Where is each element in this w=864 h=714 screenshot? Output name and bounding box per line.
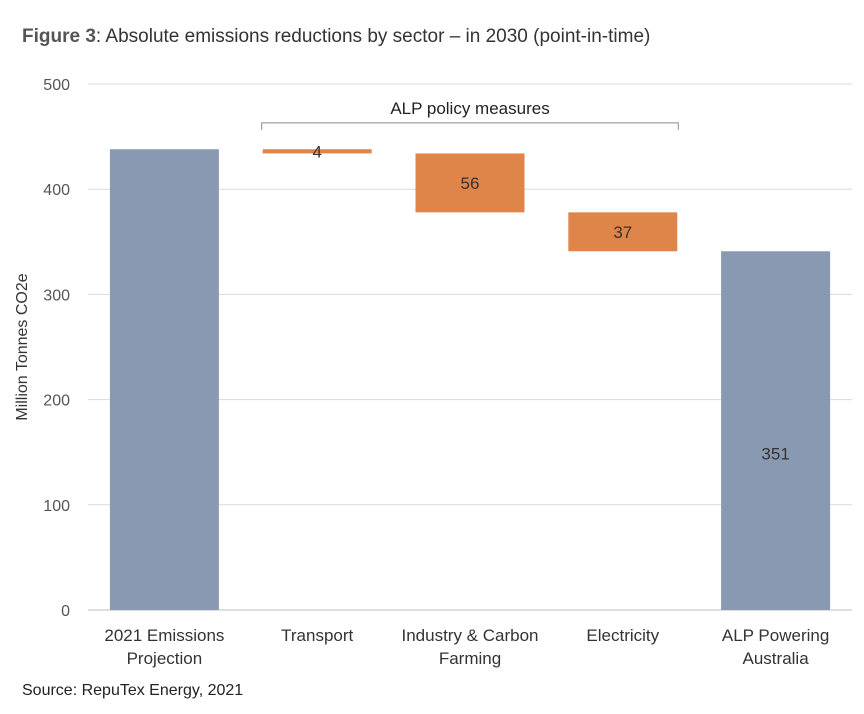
y-tick-label: 300 bbox=[43, 287, 70, 304]
x-tick-label: Transport bbox=[281, 626, 353, 645]
x-tick-label: Projection bbox=[127, 649, 203, 668]
data-label: 37 bbox=[613, 223, 632, 242]
data-label: 4 bbox=[312, 142, 321, 161]
data-label: 351 bbox=[761, 444, 789, 463]
source-note: Source: RepuTex Energy, 2021 bbox=[22, 682, 244, 699]
figure-label: Figure 3 bbox=[22, 26, 96, 47]
bar-total bbox=[721, 251, 831, 610]
bracket-label: ALP policy measures bbox=[390, 99, 549, 118]
x-tick-label: Electricity bbox=[586, 626, 659, 645]
data-label: 56 bbox=[461, 174, 480, 193]
y-axis-label: Million Tonnes CO2e bbox=[14, 273, 31, 420]
x-tick-label: ALP Powering bbox=[722, 626, 829, 645]
x-tick-label: Farming bbox=[439, 649, 501, 668]
y-tick-label: 500 bbox=[43, 77, 70, 94]
figure-title-text: : Absolute emissions reductions by secto… bbox=[95, 26, 651, 47]
bar-decrease bbox=[415, 153, 525, 213]
bar-decrease bbox=[262, 149, 372, 154]
bar-decrease bbox=[568, 212, 678, 252]
x-tick-label: 2021 Emissions bbox=[104, 626, 224, 645]
y-tick-label: 400 bbox=[43, 182, 70, 199]
x-tick-label: Industry & Carbon bbox=[401, 626, 538, 645]
x-tick-label: Australia bbox=[743, 649, 810, 668]
bar-total bbox=[109, 149, 219, 610]
y-tick-label: 0 bbox=[61, 603, 70, 620]
y-tick-label: 100 bbox=[43, 498, 70, 515]
figure-title: Figure 3: Absolute emissions reductions … bbox=[22, 26, 650, 48]
bracket-line bbox=[261, 122, 679, 130]
y-tick-label: 200 bbox=[43, 393, 70, 410]
